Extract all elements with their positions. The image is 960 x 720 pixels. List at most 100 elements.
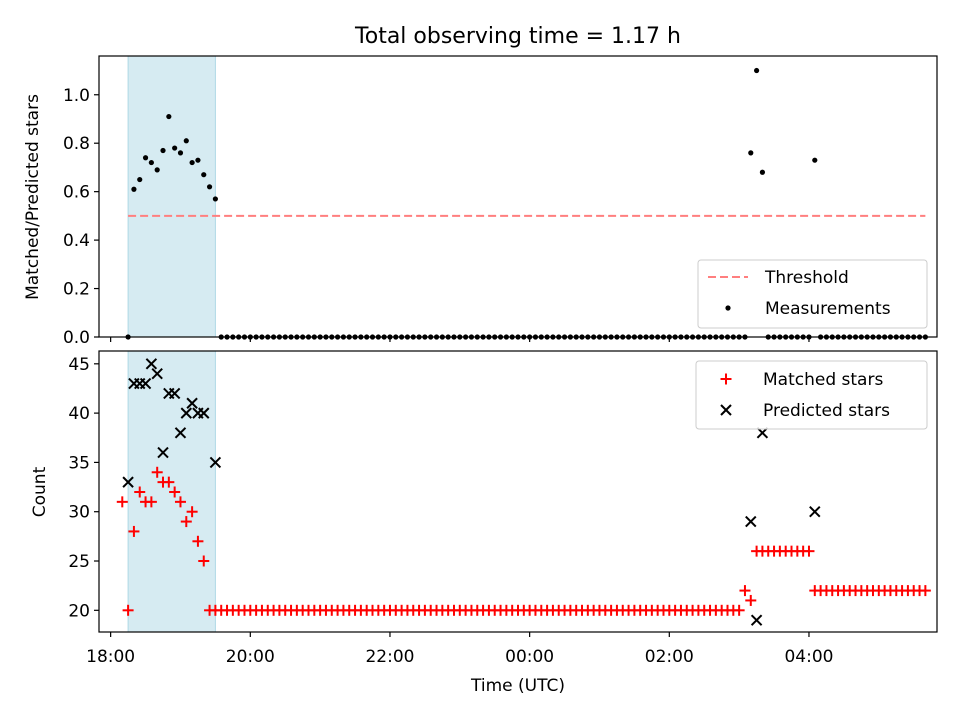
count-y-axis-label: Count: [30, 466, 50, 517]
ratio-y-tick-label: 0.6: [63, 183, 90, 203]
matched-point: [198, 555, 210, 567]
measurement-point: [201, 172, 207, 178]
predicted-point-b: [180, 407, 192, 419]
predicted-point: [186, 397, 198, 409]
predicted-point: [750, 614, 763, 626]
predicted-point-b: [145, 358, 158, 370]
measurement-point: [812, 157, 818, 163]
predicted-point: [180, 407, 192, 419]
matched-point: [122, 604, 134, 616]
legend-matched-label: Matched stars: [763, 370, 883, 390]
count-y-tick-label: 25: [68, 552, 90, 572]
matched-point: [116, 496, 128, 508]
measurement-point: [753, 67, 760, 74]
count-y-tick-label: 40: [68, 404, 90, 424]
predicted-point-b: [122, 476, 134, 488]
predicted-point: [745, 515, 757, 528]
matched-point: [128, 525, 140, 537]
legend-predicted-label: Predicted stars: [763, 401, 890, 421]
measurement-point: [160, 147, 166, 154]
predicted-point-b: [209, 456, 222, 469]
predicted-point: [157, 446, 169, 459]
count-x-tick-label: 22:00: [365, 647, 414, 667]
measurement-point: [148, 159, 154, 166]
matched-point: [163, 476, 175, 488]
matched-point: [733, 604, 745, 616]
matched-point: [186, 506, 198, 518]
count-panel: 20 25 30 35 40 45 18:00 20:00 22:00 00:00 02:00 04:…: [30, 350, 938, 696]
predicted-point-b: [151, 367, 163, 380]
measurement-point: [177, 150, 184, 156]
matched-point: [919, 585, 931, 597]
measurement-point: [183, 138, 189, 144]
predicted-point: [174, 427, 187, 439]
predicted-point-b: [174, 427, 187, 439]
count-data-layer: [116, 358, 931, 626]
legend-measurement-swatch: [725, 305, 731, 311]
matched-point: [174, 496, 186, 508]
measurement-point: [131, 186, 137, 192]
ratio-axes: 0.0 0.2 0.4 0.6 0.8 1.0: [63, 86, 810, 348]
predicted-point-b: [186, 397, 198, 409]
legend-threshold-label: Threshold: [764, 268, 849, 288]
predicted-point-b: [168, 387, 181, 400]
measurement-point: [748, 150, 754, 156]
predicted-point-b: [745, 515, 757, 528]
count-legend: Matched stars Predicted stars: [695, 360, 928, 430]
predicted-point: [139, 377, 152, 390]
measurement-point: [195, 157, 201, 163]
ratio-y-tick-label: 0.4: [63, 231, 90, 251]
legend-predicted-swatch-b: [720, 404, 732, 416]
ratio-y-tick-label: 0.2: [63, 280, 90, 300]
count-y-tick-label: 45: [68, 355, 90, 375]
matched-point: [803, 545, 815, 557]
count-y-tick-label: 20: [68, 601, 90, 621]
legend-measurement-label: Measurements: [765, 299, 891, 319]
ratio-highlight-span: [127, 55, 216, 338]
ratio-highlight-layer: [127, 55, 216, 338]
predicted-point: [122, 476, 134, 488]
ratio-y-tick-label: 1.0: [63, 86, 90, 106]
measurement-point: [137, 176, 143, 183]
measurement-point: [759, 169, 766, 175]
legend-matched-swatch: [720, 373, 732, 385]
predicted-point: [756, 427, 769, 439]
matched-point: [169, 486, 181, 498]
matched-point: [134, 486, 146, 498]
count-legend-box: [695, 360, 928, 430]
count-x-tick-label: 00:00: [505, 647, 554, 667]
count-x-tick-label: 02:00: [645, 647, 694, 667]
measurement-point: [189, 159, 195, 166]
measurement-point: [154, 167, 160, 173]
predicted-point: [198, 407, 210, 419]
ratio-axes-frame: [98, 55, 938, 338]
count-axes: 20 25 30 35 40 45 18:00 20:00 22:00 00:00 02:00 04:…: [68, 355, 833, 667]
measurement-point: [166, 113, 172, 120]
matched-point: [180, 516, 192, 528]
matched-point: [739, 585, 751, 597]
matched-point: [151, 466, 163, 478]
predicted-point-b: [809, 506, 821, 518]
count-x-tick-label: 04:00: [784, 647, 833, 667]
measurement-point: [172, 145, 178, 151]
count-y-tick-label: 35: [68, 453, 90, 473]
count-x-tick-label: 20:00: [226, 647, 275, 667]
predicted-point-b: [157, 446, 169, 459]
predicted-point: [151, 367, 163, 380]
matched-point: [745, 594, 757, 606]
measurement-point: [212, 196, 218, 202]
chart-title: Total observing time = 1.17 h: [354, 24, 681, 49]
ratio-panel: 0.0 0.2 0.4 0.6 0.8 1.0 Matched/Predicted sta…: [23, 55, 938, 348]
predicted-point: [809, 506, 821, 518]
ratio-y-tick-label: 0.0: [63, 328, 90, 348]
predicted-point-b: [756, 427, 769, 439]
count-axes-frame: [98, 350, 938, 633]
ratio-legend-box: [697, 259, 928, 329]
count-y-tick-label: 30: [68, 503, 90, 523]
predicted-point: [209, 456, 222, 469]
count-x-tick-label: 18:00: [86, 647, 135, 667]
matched-point: [145, 496, 157, 508]
ratio-y-axis-label: Matched/Predicted stars: [23, 94, 43, 300]
ratio-y-tick-label: 0.8: [63, 134, 90, 154]
